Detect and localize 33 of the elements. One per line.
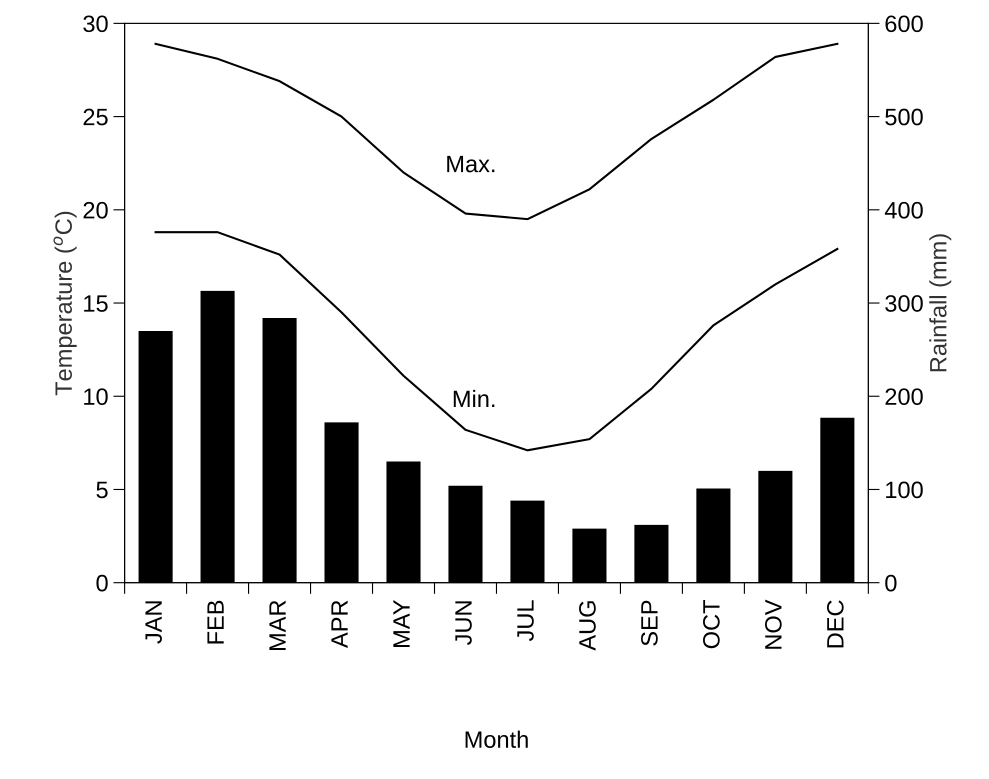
y-tick-label: 10 xyxy=(84,388,108,406)
x-tick-label: JUL xyxy=(517,600,534,642)
y2-axis-title: Rainfall (mm) xyxy=(929,234,952,372)
y2-tick-label: 200 xyxy=(886,388,923,406)
x-tick-label: JUN xyxy=(455,601,472,646)
y2-tick-label: 400 xyxy=(884,202,923,219)
x-tick-label: NOV xyxy=(764,600,782,649)
x-tick-label: SEP xyxy=(641,600,658,646)
annotation: Max. xyxy=(447,156,494,172)
line-series xyxy=(154,42,838,220)
x-tick-label: APR xyxy=(331,600,348,648)
x-tick-label: MAY xyxy=(393,600,410,647)
y-tick-label: 25 xyxy=(84,108,108,126)
y2-tick-label: 600 xyxy=(886,15,923,32)
y-tick-label: 0 xyxy=(96,574,108,592)
y2-tick-label: 500 xyxy=(885,108,923,126)
y2-tick-label: 100 xyxy=(886,482,923,498)
y-tick-label: 15 xyxy=(84,295,108,312)
y-tick-label: 20 xyxy=(84,202,108,219)
y2-tick-label: 0 xyxy=(885,574,897,592)
x-tick-label: JAN xyxy=(145,601,162,644)
y-tick-label: 5 xyxy=(96,482,108,498)
x-tick-label: FEB xyxy=(207,600,224,644)
x-tick-label: DEC xyxy=(826,600,844,648)
y-axis-title: Temperature ($^{o}$C) xyxy=(53,212,77,396)
x-axis-title: Month xyxy=(466,730,528,748)
y-tick-label: 30 xyxy=(83,15,108,32)
annotation: Min. xyxy=(454,390,494,408)
x-tick-label: MAR xyxy=(269,600,286,650)
y2-tick-label: 300 xyxy=(885,295,923,312)
line-series xyxy=(154,231,838,452)
x-tick-label: AUG xyxy=(579,601,596,651)
x-tick-label: OCT xyxy=(703,600,720,648)
